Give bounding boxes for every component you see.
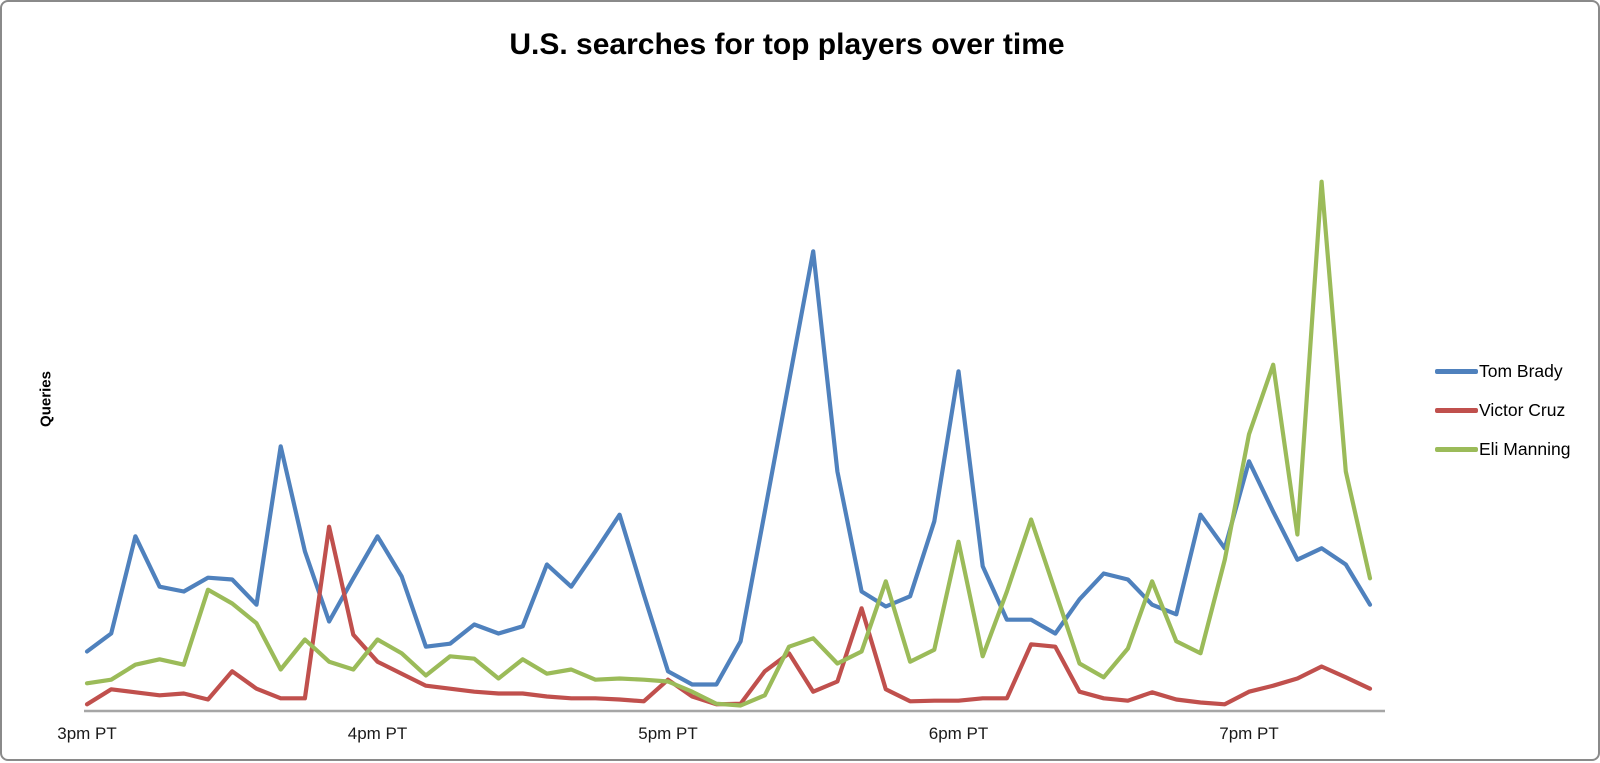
chart-title: U.S. searches for top players over time <box>509 28 1065 61</box>
legend-item-tom-brady: Tom Brady <box>1435 359 1570 383</box>
x-tick-label-7pm: 7pm PT <box>1219 724 1279 743</box>
x-tick-label-5pm: 5pm PT <box>638 724 698 743</box>
series-line-tom-brady <box>84 249 1373 687</box>
x-tick-label-4pm: 4pm PT <box>347 724 408 743</box>
legend-item-victor-cruz: Victor Cruz <box>1435 398 1570 422</box>
legend: Tom Brady Victor Cruz Eli Manning <box>1435 359 1570 476</box>
x-tick-label-3pm: 3pm PT <box>57 724 117 743</box>
legend-item-eli-manning: Eli Manning <box>1435 437 1570 461</box>
legend-label: Victor Cruz <box>1479 399 1566 420</box>
legend-line-swatch-green <box>1435 446 1478 452</box>
legend-label: Tom Brady <box>1479 360 1563 381</box>
series-line-eli-manning <box>84 179 1373 708</box>
legend-line-swatch-red <box>1435 407 1478 413</box>
x-tick-label-6pm: 6pm PT <box>928 724 989 743</box>
legend-label: Eli Manning <box>1479 438 1571 459</box>
legend-line-swatch-blue <box>1435 368 1478 374</box>
